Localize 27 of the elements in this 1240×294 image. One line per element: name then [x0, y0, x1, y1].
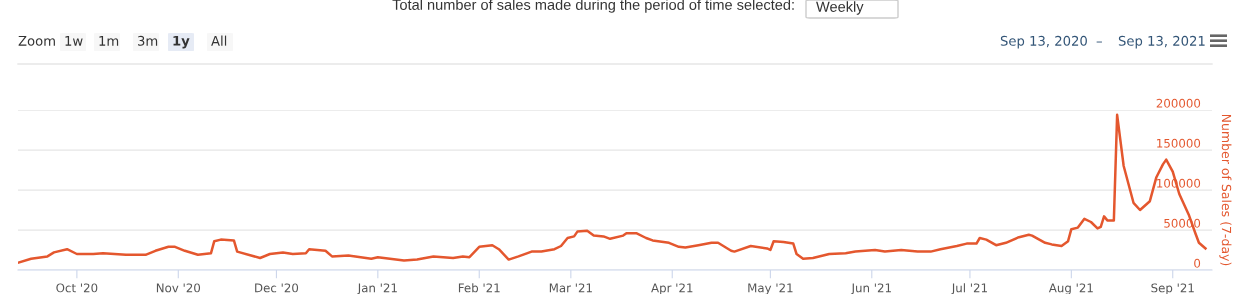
x-tick-label: Oct '20: [56, 283, 98, 293]
x-tick-label: Jan '21: [357, 283, 397, 294]
chart-title: Total number of sales made during the period of time selected:: [392, 0, 794, 13]
y-tick-label: 0: [1194, 258, 1201, 268]
text: 1y: [173, 35, 190, 49]
text: Weekly: [816, 1, 864, 15]
text: Zoom: [18, 36, 55, 46]
x-tick-label: Aug '21: [1048, 283, 1093, 294]
text: 1m: [99, 36, 119, 46]
y-tick-label: 200000: [1156, 98, 1201, 108]
text: 3m: [138, 35, 158, 46]
x-tick-label: Sep '21: [1151, 283, 1194, 294]
x-tick-label: Feb '21: [458, 283, 500, 293]
text: –: [1096, 41, 1102, 43]
y-axis-title: Number of Sales (7-day): [1219, 114, 1232, 266]
text: 1w: [65, 36, 83, 46]
x-tick-label: Jul '21: [951, 283, 987, 294]
x-tick-label: May '21: [748, 283, 793, 294]
x-tick-label: Mar '21: [549, 283, 592, 293]
x-tick-label: Dec '20: [255, 283, 299, 293]
text: Sep 13, 2020: [1000, 35, 1087, 49]
x-tick-label: Apr '21: [651, 283, 693, 294]
x-tick-label: Jun '21: [850, 283, 891, 294]
text: All: [211, 35, 227, 46]
x-tick-label: Nov '20: [156, 283, 201, 293]
y-tick-label: 150000: [1157, 138, 1201, 148]
text: Sep 13, 2021: [1118, 35, 1205, 49]
